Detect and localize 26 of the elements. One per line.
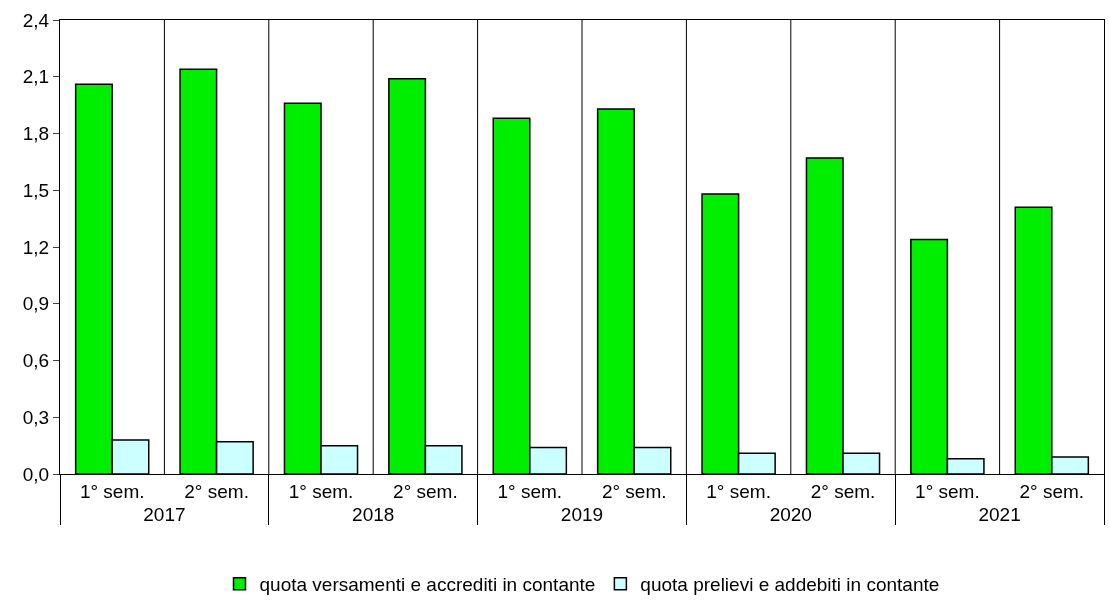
x-tick-label: 2° sem. [184,480,249,502]
y-tick-label: 2,1 [22,66,50,88]
x-tick-label: 2° sem. [393,480,458,502]
x-tick-label: 1° sem. [288,480,354,502]
y-tick-label: 0,6 [22,350,50,372]
y-tick-label: 1,5 [22,179,50,201]
x-tick-label: 2° sem. [810,480,876,502]
text: 2017 [143,503,186,525]
text: 2019 [560,503,604,525]
x-tick-label: 1° sem. [915,480,980,502]
x-tick-label: 1° sem. [79,480,145,502]
x-tick-label: 2° sem. [1019,480,1085,502]
y-tick-label: 0,0 [22,463,50,485]
legend-label: quota prelievi e addebiti in contante [640,574,940,596]
text: 2021 [978,503,1021,525]
x-tick-label: 1° sem. [497,480,563,502]
x-tick-label: 2° sem. [601,480,667,502]
legend-label: quota versamenti e accrediti in contante [259,574,596,596]
y-tick-label: 0,9 [22,293,50,315]
y-tick-label: 2,4 [22,9,50,31]
y-tick-label: 1,8 [22,123,50,145]
x-tick-label: 1° sem. [706,480,771,502]
y-tick-label: 0,3 [22,406,50,428]
text: 2020 [769,503,812,525]
y-tick-label: 1,2 [22,236,50,258]
text: 2018 [352,503,395,525]
